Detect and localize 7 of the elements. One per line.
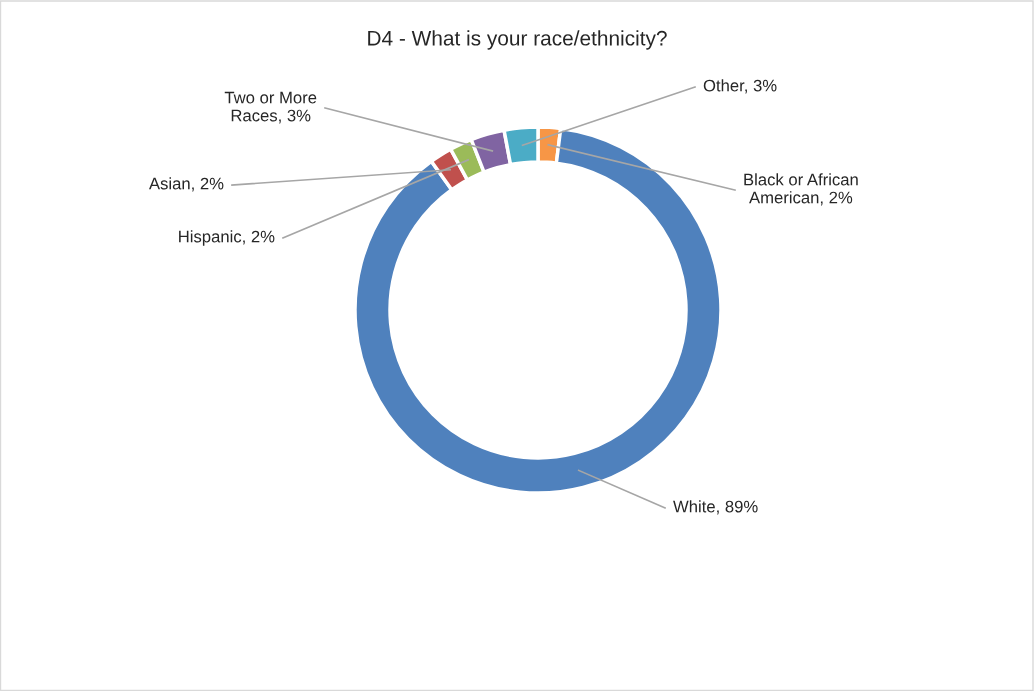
slice-label: Black or African American, 2% xyxy=(744,173,858,206)
slice-label: Asian, 2% xyxy=(148,177,224,192)
slice-label: Two or More Races, 3% xyxy=(224,91,317,124)
slice-label: White, 89% xyxy=(673,500,758,515)
slice-label: Other, 3% xyxy=(703,79,777,94)
slice-label: Hispanic, 2% xyxy=(179,230,275,246)
chart-title: D4 - What is your race/ethnicity? xyxy=(368,30,667,50)
